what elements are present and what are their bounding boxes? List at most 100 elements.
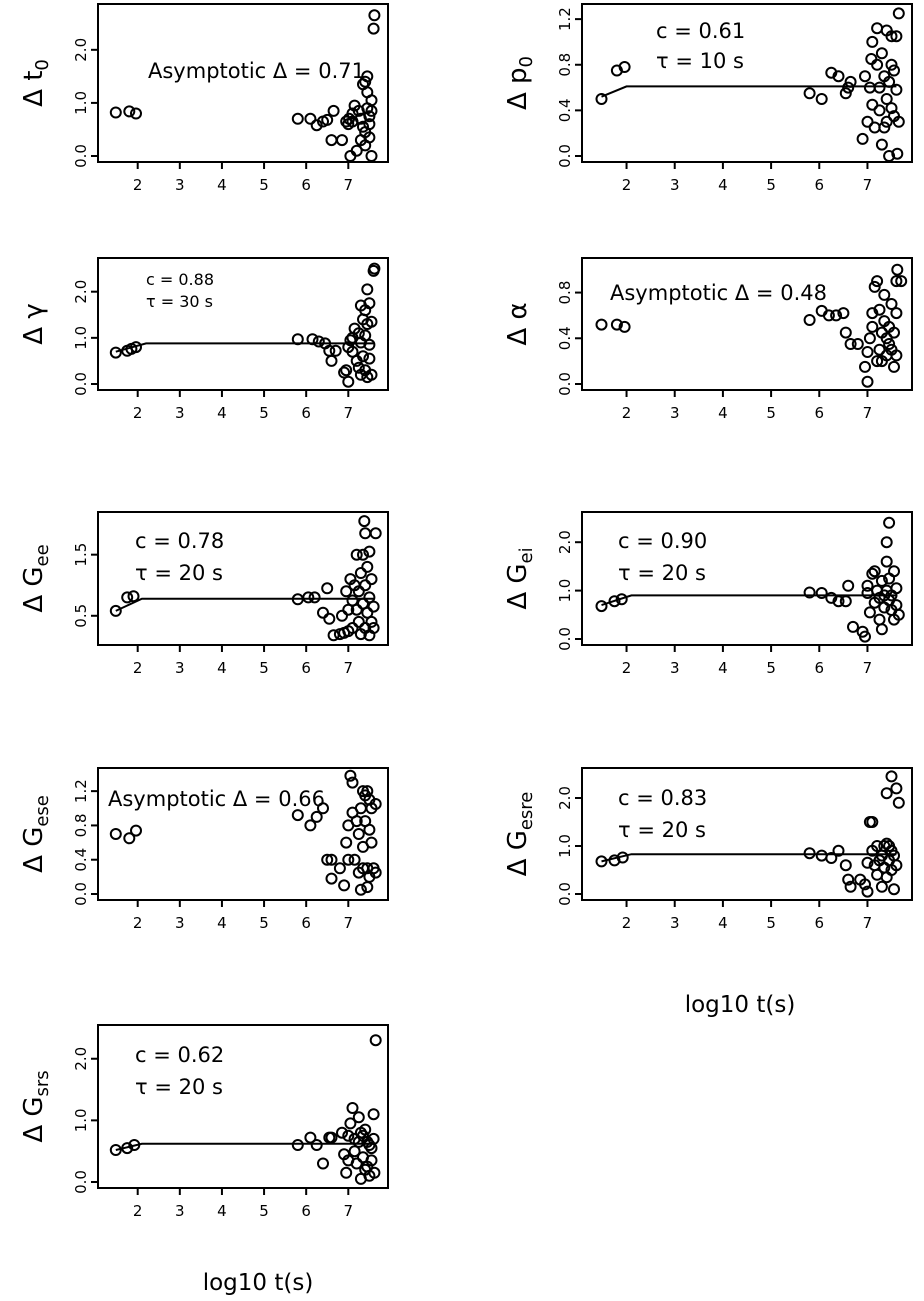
data-point (883, 75, 896, 88)
data-point (888, 64, 900, 77)
data-point (369, 798, 382, 810)
data-point (815, 849, 828, 862)
data-point (310, 119, 323, 132)
annotation-text: τ = 20 s (135, 561, 223, 585)
data-point (866, 35, 879, 48)
y-axis-title: Δ γ (19, 303, 49, 344)
data-point (357, 350, 369, 363)
x-tick-label: 2 (133, 1202, 143, 1220)
data-point (363, 352, 376, 365)
data-point (350, 548, 363, 561)
y-tick-label: 0.0 (72, 372, 90, 396)
plot-frame (97, 511, 389, 646)
data-point (367, 22, 380, 35)
y-tick-label: 0.0 (556, 627, 574, 651)
data-point (365, 836, 378, 849)
data-point (365, 150, 378, 162)
data-point (352, 361, 365, 374)
data-point (890, 30, 903, 43)
y-tick-label: 0.8 (556, 53, 574, 77)
data-point (873, 303, 886, 316)
data-point (878, 121, 891, 134)
data-point (350, 815, 363, 828)
data-point (839, 859, 852, 872)
data-point (361, 785, 374, 798)
data-point (883, 150, 896, 162)
x-tick-label: 7 (344, 914, 354, 932)
data-point (844, 338, 857, 350)
data-point (365, 615, 378, 628)
data-point (302, 591, 315, 604)
annotation-text: c = 0.83 (618, 786, 707, 810)
y-axis-title: Δ α (503, 302, 533, 345)
data-point (304, 112, 317, 125)
data-point (825, 66, 838, 79)
data-point (348, 1145, 361, 1158)
data-point (368, 9, 381, 22)
x-tick-label: 2 (622, 176, 632, 194)
data-point (340, 1166, 353, 1179)
data-point (839, 595, 852, 608)
x-tick-label: 5 (766, 404, 776, 422)
data-point (346, 1102, 359, 1114)
x-tick-label: 4 (718, 404, 728, 422)
data-point (883, 338, 896, 350)
x-tick-label: 4 (718, 659, 728, 677)
data-point (844, 880, 857, 893)
data-point (861, 885, 874, 898)
data-point (365, 1154, 378, 1167)
x-tick-label: 3 (175, 176, 185, 194)
data-point (890, 275, 903, 288)
data-point (130, 107, 142, 120)
y-axis-title: Δ Gee (19, 544, 53, 612)
data-point (348, 853, 361, 866)
data-point (333, 862, 346, 875)
data-point (890, 349, 903, 362)
data-point (847, 620, 859, 633)
data-point (825, 852, 838, 864)
data-point (875, 47, 888, 60)
data-point (340, 115, 353, 128)
data-point (121, 591, 134, 604)
data-point (863, 606, 876, 619)
data-point (865, 53, 878, 65)
data-point (291, 333, 304, 346)
data-point (871, 355, 884, 368)
data-point (359, 527, 372, 540)
x-tick-label: 2 (133, 176, 143, 194)
data-point (595, 600, 608, 613)
data-point (844, 75, 857, 88)
data-point (866, 816, 879, 828)
annotation-text: c = 0.88 (146, 270, 214, 289)
x-tick-label: 7 (344, 659, 354, 677)
annotation-text: τ = 20 s (135, 1075, 223, 1099)
data-point (615, 593, 628, 606)
data-point (312, 335, 325, 348)
y-axis-title: Δ p0 (503, 56, 537, 110)
data-point (317, 606, 329, 619)
data-point (127, 590, 140, 603)
fit-curve (601, 594, 897, 607)
data-point (361, 283, 374, 296)
plot-frame (97, 767, 389, 901)
data-point (352, 828, 365, 840)
data-point (885, 30, 898, 43)
x-tick-label: 3 (670, 176, 680, 194)
data-point (369, 866, 382, 879)
annotation-text: c = 0.61 (656, 19, 745, 43)
annotation-text: τ = 10 s (656, 49, 744, 73)
data-point (873, 81, 886, 94)
data-point (803, 314, 816, 326)
data-point (344, 1117, 357, 1130)
x-tick-label: 6 (301, 914, 311, 932)
data-point (880, 536, 893, 549)
data-point (306, 333, 319, 346)
data-point (340, 364, 353, 377)
data-point (880, 332, 893, 345)
x-tick-label: 5 (259, 659, 269, 677)
data-point (291, 809, 304, 822)
data-point (363, 297, 376, 310)
plot-frame (581, 511, 913, 646)
x-tick-label: 3 (175, 404, 185, 422)
panel-2: 2 3 4 5 6 7 0.0 0.4 0.8 1.2 Δ p0 c = 0.61 τ = 10 s (503, 3, 913, 194)
